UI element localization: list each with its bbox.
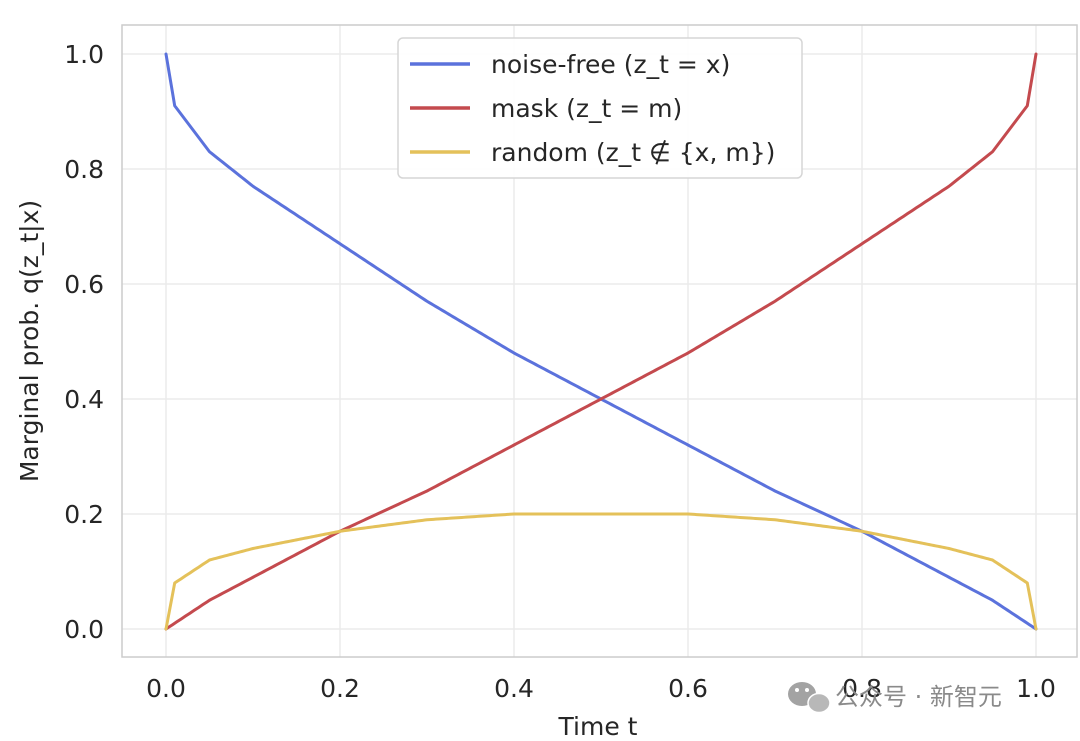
series-line-3 xyxy=(164,512,1038,631)
plot-frame xyxy=(121,24,1078,658)
watermark: 公众号 · 新智元 xyxy=(788,682,1002,714)
y-tick-label: 0.6 xyxy=(64,270,104,299)
y-tick-label: 1.0 xyxy=(64,40,104,69)
y-tick-label: 0.0 xyxy=(64,615,104,644)
legend-label-2: mask (z_t = m) xyxy=(491,94,682,123)
series-lines xyxy=(164,52,1038,631)
tick-labels: 0.0 0.2 0.4 0.6 0.8 1.0 0.0 0.2 0.4 0.6 0.8 1.0 xyxy=(64,40,1056,703)
y-tick-label: 0.2 xyxy=(64,500,104,529)
y-axis-label: Marginal prob. q(z_t|x) xyxy=(15,200,44,482)
y-tick-label: 0.4 xyxy=(64,385,104,414)
series-line-2 xyxy=(164,52,1038,631)
y-tick-label: 0.8 xyxy=(64,155,104,184)
wechat-icon xyxy=(788,682,831,714)
x-tick-label: 0.2 xyxy=(320,674,360,703)
x-tick-label: 0.0 xyxy=(146,674,186,703)
x-tick-label: 0.6 xyxy=(668,674,708,703)
x-tick-label: 1.0 xyxy=(1016,674,1056,703)
legend-label-3: random (z_t ∉ {x, m}) xyxy=(491,138,775,167)
x-axis-label: Time t xyxy=(558,712,638,741)
legend: noise-free (z_t = x) mask (z_t = m) random… xyxy=(397,37,803,179)
x-tick-label: 0.8 xyxy=(842,674,882,703)
legend-label-1: noise-free (z_t = x) xyxy=(491,50,730,79)
x-tick-label: 0.4 xyxy=(494,674,534,703)
watermark-text: 公众号 · 新智元 xyxy=(835,683,1002,711)
legend-box xyxy=(397,37,803,179)
